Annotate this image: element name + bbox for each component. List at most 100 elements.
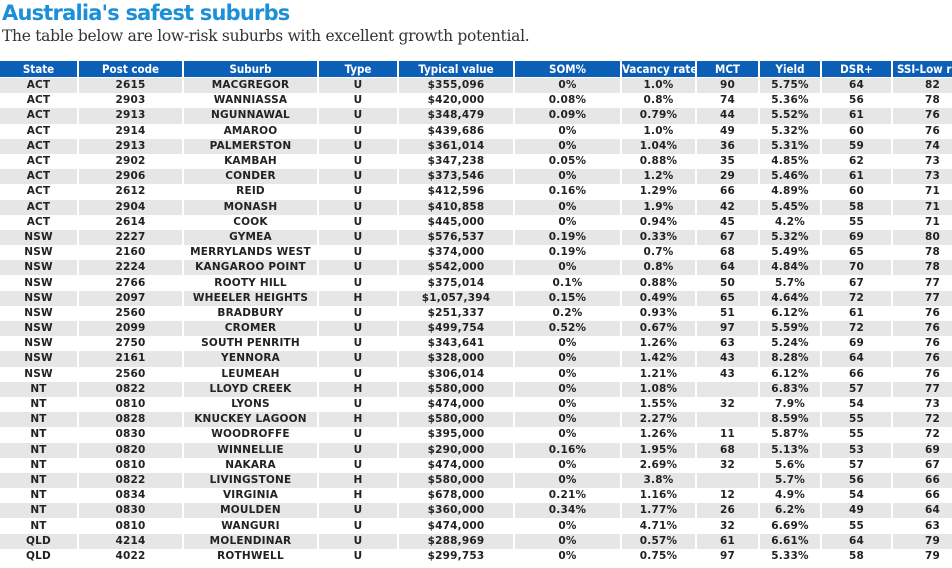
cell-dsr: 61 bbox=[822, 305, 891, 321]
cell-state: QLD bbox=[0, 533, 77, 549]
cell-yield: 5.87% bbox=[760, 427, 820, 443]
cell-suburb: NAKARA bbox=[184, 457, 317, 473]
cell-type: U bbox=[319, 260, 397, 276]
cell-state: NT bbox=[0, 442, 77, 458]
cell-ssi-low-risk: 79 bbox=[893, 548, 952, 564]
cell-type: U bbox=[319, 548, 397, 564]
cell-dsr: 64 bbox=[822, 351, 891, 367]
cell-suburb: AMAROO bbox=[184, 123, 317, 139]
cell-suburb: GYMEA bbox=[184, 229, 317, 246]
cell-yield: 4.84% bbox=[760, 260, 820, 276]
cell-type: U bbox=[319, 366, 397, 382]
cell-ssi-low-risk: 73 bbox=[893, 169, 952, 185]
cell-mct: 36 bbox=[697, 138, 758, 154]
cell-typical-value: $361,014 bbox=[399, 138, 513, 154]
table-row: NT 0830 WOODROFFE U $395,000 0% 1.26% 11 5.87% 55… bbox=[0, 427, 952, 443]
cell-yield: 5.13% bbox=[760, 442, 820, 458]
cell-yield: 6.61% bbox=[760, 533, 820, 549]
cell-post-code: 0834 bbox=[79, 488, 182, 504]
cell-typical-value: $1,057,394 bbox=[399, 290, 513, 306]
cell-state: NSW bbox=[0, 321, 77, 337]
cell-suburb: MOLENDINAR bbox=[184, 533, 317, 549]
table-row: NSW 2099 CROMER U $499,754 0.52% 0.67% 97 5.59% 7… bbox=[0, 321, 952, 337]
cell-suburb: REID bbox=[184, 184, 317, 200]
cell-yield: 7.9% bbox=[760, 396, 820, 413]
cell-dsr: 55 bbox=[822, 412, 891, 428]
cell-ssi-low-risk: 72 bbox=[893, 427, 952, 443]
table-row: NSW 2161 YENNORA U $328,000 0% 1.42% 43 8.28% 64 7… bbox=[0, 351, 952, 367]
cell-type: U bbox=[319, 93, 397, 109]
cell-suburb: COOK bbox=[184, 214, 317, 230]
cell-typical-value: $375,014 bbox=[399, 275, 513, 291]
cell-ssi-low-risk: 76 bbox=[893, 366, 952, 382]
cell-ssi-low-risk: 74 bbox=[893, 138, 952, 154]
cell-state: ACT bbox=[0, 138, 77, 154]
cell-suburb: KANGAROO POINT bbox=[184, 260, 317, 276]
cell-post-code: 2913 bbox=[79, 138, 182, 154]
column-header-yield: Yield bbox=[760, 61, 820, 78]
cell-type: U bbox=[319, 427, 397, 443]
cell-post-code: 2914 bbox=[79, 123, 182, 139]
cell-type: U bbox=[319, 503, 397, 519]
cell-suburb: VIRGINIA bbox=[184, 488, 317, 504]
cell-vacancy-rate: 1.95% bbox=[622, 442, 695, 458]
cell-state: QLD bbox=[0, 548, 77, 564]
cell-typical-value: $299,753 bbox=[399, 548, 513, 564]
table-row: NSW 2227 GYMEA U $576,537 0.19% 0.33% 67 5.32% 69… bbox=[0, 229, 952, 246]
cell-dsr: 58 bbox=[822, 199, 891, 215]
cell-typical-value: $499,754 bbox=[399, 321, 513, 337]
cell-state: NSW bbox=[0, 260, 77, 276]
cell-vacancy-rate: 1.55% bbox=[622, 396, 695, 413]
cell-ssi-low-risk: 64 bbox=[893, 503, 952, 519]
cell-state: NSW bbox=[0, 351, 77, 367]
table-row: NSW 2560 BRADBURY U $251,337 0.2% 0.93% 51 6.12%… bbox=[0, 305, 952, 321]
cell-yield: 6.2% bbox=[760, 503, 820, 519]
cell-dsr: 64 bbox=[822, 533, 891, 549]
cell-state: ACT bbox=[0, 199, 77, 215]
table-row: ACT 2612 REID U $412,596 0.16% 1.29% 66 4.89% 60 7… bbox=[0, 184, 952, 200]
cell-type: U bbox=[319, 108, 397, 124]
cell-som: 0.15% bbox=[515, 290, 620, 306]
cell-mct: 63 bbox=[697, 336, 758, 352]
cell-typical-value: $439,686 bbox=[399, 123, 513, 139]
column-header-state: State bbox=[0, 61, 77, 78]
cell-ssi-low-risk: 72 bbox=[893, 412, 952, 428]
column-header-som: SOM% bbox=[515, 61, 620, 78]
cell-ssi-low-risk: 73 bbox=[893, 153, 952, 170]
cell-vacancy-rate: 0.8% bbox=[622, 93, 695, 109]
cell-dsr: 55 bbox=[822, 214, 891, 230]
cell-som: 0% bbox=[515, 78, 620, 94]
cell-dsr: 61 bbox=[822, 108, 891, 124]
cell-dsr: 69 bbox=[822, 336, 891, 352]
cell-dsr: 55 bbox=[822, 427, 891, 443]
cell-som: 0% bbox=[515, 260, 620, 276]
cell-som: 0.16% bbox=[515, 184, 620, 200]
cell-ssi-low-risk: 67 bbox=[893, 457, 952, 473]
cell-som: 0% bbox=[515, 412, 620, 428]
cell-yield: 5.31% bbox=[760, 138, 820, 154]
cell-suburb: MACGREGOR bbox=[184, 78, 317, 94]
cell-mct: 68 bbox=[697, 245, 758, 261]
cell-type: U bbox=[319, 169, 397, 185]
cell-state: NSW bbox=[0, 366, 77, 382]
cell-ssi-low-risk: 78 bbox=[893, 245, 952, 261]
cell-yield: 6.69% bbox=[760, 518, 820, 534]
table-row: NT 0822 LIVINGSTONE H $580,000 0% 3.8% 5.7% 56 66 bbox=[0, 472, 952, 489]
cell-dsr: 49 bbox=[822, 503, 891, 519]
cell-mct: 74 bbox=[697, 93, 758, 109]
cell-typical-value: $348,479 bbox=[399, 108, 513, 124]
cell-suburb: ROTHWELL bbox=[184, 548, 317, 564]
cell-suburb: WANNIASSA bbox=[184, 93, 317, 109]
table-row: NSW 2560 LEUMEAH U $306,014 0% 1.21% 43 6.12% 66 7… bbox=[0, 366, 952, 382]
cell-suburb: CROMER bbox=[184, 321, 317, 337]
cell-vacancy-rate: 0.7% bbox=[622, 245, 695, 261]
column-header-type: Type bbox=[319, 61, 397, 78]
cell-ssi-low-risk: 76 bbox=[893, 336, 952, 352]
cell-yield: 5.49% bbox=[760, 245, 820, 261]
table-row: NSW 2097 WHEELER HEIGHTS H $1,057,394 0.15% 0.… bbox=[0, 290, 952, 306]
cell-mct: 43 bbox=[697, 351, 758, 367]
cell-post-code: 0810 bbox=[79, 457, 182, 473]
cell-type: H bbox=[319, 472, 397, 489]
cell-vacancy-rate: 1.26% bbox=[622, 336, 695, 352]
cell-som: 0% bbox=[515, 366, 620, 382]
